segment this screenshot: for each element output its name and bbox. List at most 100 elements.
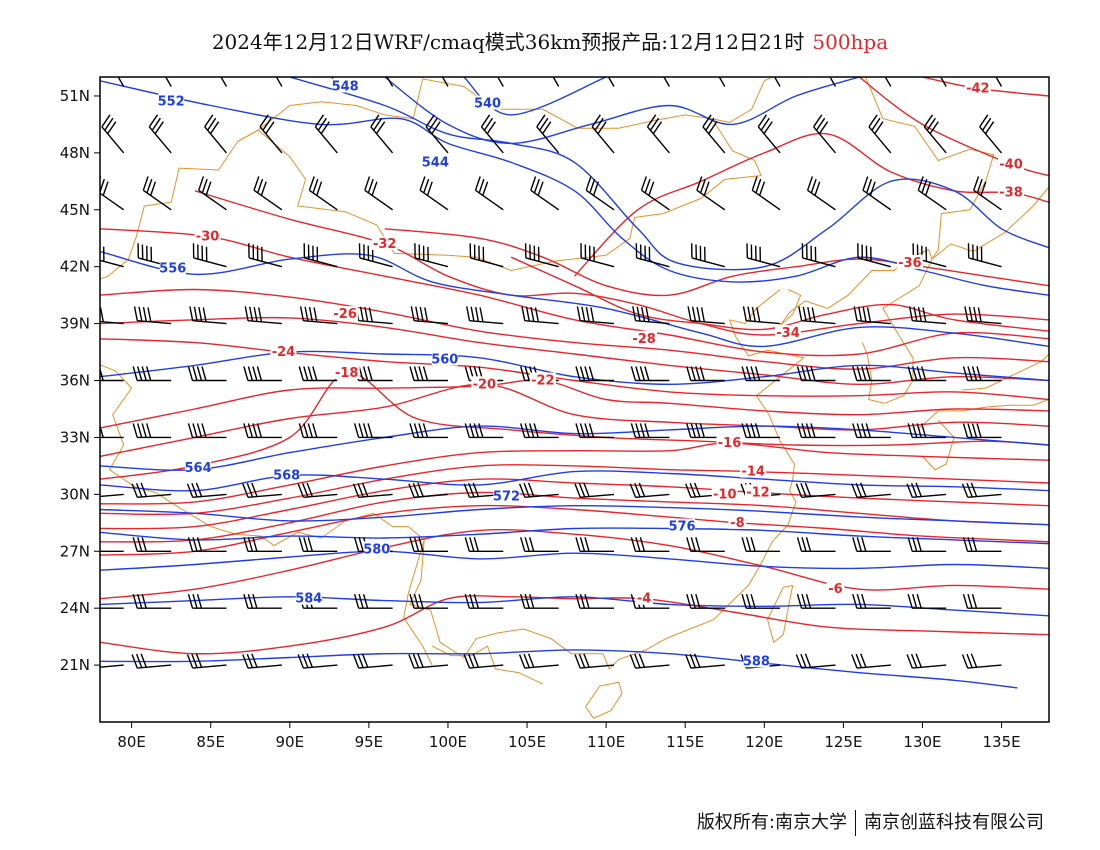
- height-label: 588: [743, 654, 770, 669]
- wind-barb: [630, 366, 670, 382]
- temperature-label-bg: [728, 514, 747, 529]
- wind-barb: [441, 77, 449, 87]
- y-tick-label: 33N: [60, 428, 90, 446]
- title-level: 500hpa: [812, 30, 889, 54]
- y-tick-label: 42N: [60, 258, 90, 276]
- wind-barb: [741, 594, 781, 609]
- height-contour: [384, 77, 860, 145]
- coastline: [584, 681, 623, 719]
- wind-barb: [464, 594, 504, 609]
- wind-barb: [686, 537, 725, 552]
- wind-barb: [189, 306, 227, 325]
- wind-barb: [353, 423, 393, 439]
- wind-barb: [908, 306, 947, 325]
- temperature-label: -42: [966, 81, 990, 96]
- temperature-contour: [100, 383, 1049, 458]
- wind-barb: [576, 306, 615, 325]
- temperature-label-bg: [529, 372, 556, 387]
- wind-barb: [796, 594, 836, 609]
- temperature-label: -6: [828, 582, 842, 597]
- height-label-bg: [332, 78, 359, 93]
- wind-barb: [852, 537, 891, 552]
- height-contour: [100, 425, 1049, 471]
- temperature-label: -24: [272, 345, 296, 360]
- x-tick-label: 110E: [587, 733, 625, 751]
- wind-barb: [806, 176, 836, 211]
- wind-barb: [741, 537, 781, 552]
- wind-barb: [100, 245, 124, 268]
- wind-barb: [575, 537, 614, 552]
- x-tick-label: 95E: [355, 733, 384, 751]
- wind-barb: [718, 77, 726, 87]
- wind-barb: [852, 423, 891, 439]
- wind-barb: [259, 114, 283, 154]
- wind-barb: [906, 482, 947, 498]
- wind-barb: [691, 243, 725, 268]
- temperature-label: -28: [632, 332, 656, 347]
- wind-barb: [425, 114, 449, 154]
- temperature-label: -38: [999, 186, 1023, 201]
- wind-barb: [585, 176, 615, 211]
- x-tick-label: 105E: [508, 733, 546, 751]
- y-tick-label: 27N: [60, 542, 90, 560]
- country-border: [431, 645, 544, 685]
- wind-barb: [973, 176, 1002, 211]
- height-label-bg: [493, 488, 520, 503]
- map-title: 2024年12月12日WRF/cmaq模式36km预报产品:12月12日21时 5…: [0, 26, 1100, 55]
- temperature-contour: [100, 372, 1049, 480]
- wind-barb: [757, 114, 781, 154]
- height-contour: [100, 470, 1049, 492]
- wind-barb: [630, 423, 670, 439]
- wind-barb: [408, 653, 449, 669]
- temperature-label-bg: [270, 344, 297, 359]
- map-axes: 80E 85E 90E 95E 100E 105E 110E 115E 120E 125E 130E…: [60, 87, 1021, 751]
- height-label-bg: [669, 518, 696, 533]
- height-label: 544: [422, 155, 449, 170]
- temperature-contour: [384, 228, 1049, 297]
- temperature-contour: [100, 478, 1049, 530]
- wind-barb: [632, 306, 670, 325]
- y-tick-label: 21N: [60, 656, 90, 674]
- temperature-contour: [100, 491, 1049, 543]
- wind-barb: [939, 77, 947, 87]
- temperature-label-bg: [826, 581, 845, 596]
- wind-barb: [253, 176, 283, 211]
- wind-barb: [702, 114, 726, 154]
- wind-barb: [685, 482, 725, 498]
- wind-barb: [409, 537, 448, 552]
- temperature-contours: [100, 77, 1049, 655]
- temperature-contour: [100, 288, 1049, 370]
- wind-barb: [962, 594, 1002, 609]
- wind-barb: [520, 537, 559, 552]
- wind-barb: [742, 306, 781, 325]
- height-label: 584: [295, 592, 322, 607]
- wind-barb: [353, 366, 393, 382]
- height-label: 568: [273, 468, 300, 483]
- temperature-label-bg: [194, 228, 221, 243]
- y-tick-label: 48N: [60, 144, 90, 162]
- wind-barb: [242, 653, 282, 669]
- x-tick-label: 135E: [982, 733, 1020, 751]
- wind-barb: [696, 176, 726, 211]
- wind-barb: [862, 176, 892, 211]
- wind-barb: [148, 114, 172, 154]
- wind-barb: [635, 243, 670, 268]
- wind-barb: [536, 114, 560, 154]
- wind-barb: [798, 306, 836, 325]
- wind-barb: [298, 366, 338, 382]
- wind-barb: [852, 594, 891, 609]
- temperature-label: -26: [333, 307, 357, 322]
- wind-barb: [868, 114, 892, 154]
- temperature-contour: [100, 379, 1049, 429]
- height-label-bg: [185, 459, 212, 474]
- wind-barb: [101, 114, 125, 154]
- height-label: 540: [474, 97, 501, 112]
- wind-barb: [795, 482, 836, 498]
- country-border: [864, 77, 995, 260]
- coastline: [729, 289, 781, 325]
- wind-barb: [466, 306, 504, 325]
- height-label: 580: [363, 542, 390, 557]
- temperature-label-bg: [635, 590, 654, 605]
- wind-barb: [687, 306, 725, 325]
- wind-barb: [575, 423, 614, 439]
